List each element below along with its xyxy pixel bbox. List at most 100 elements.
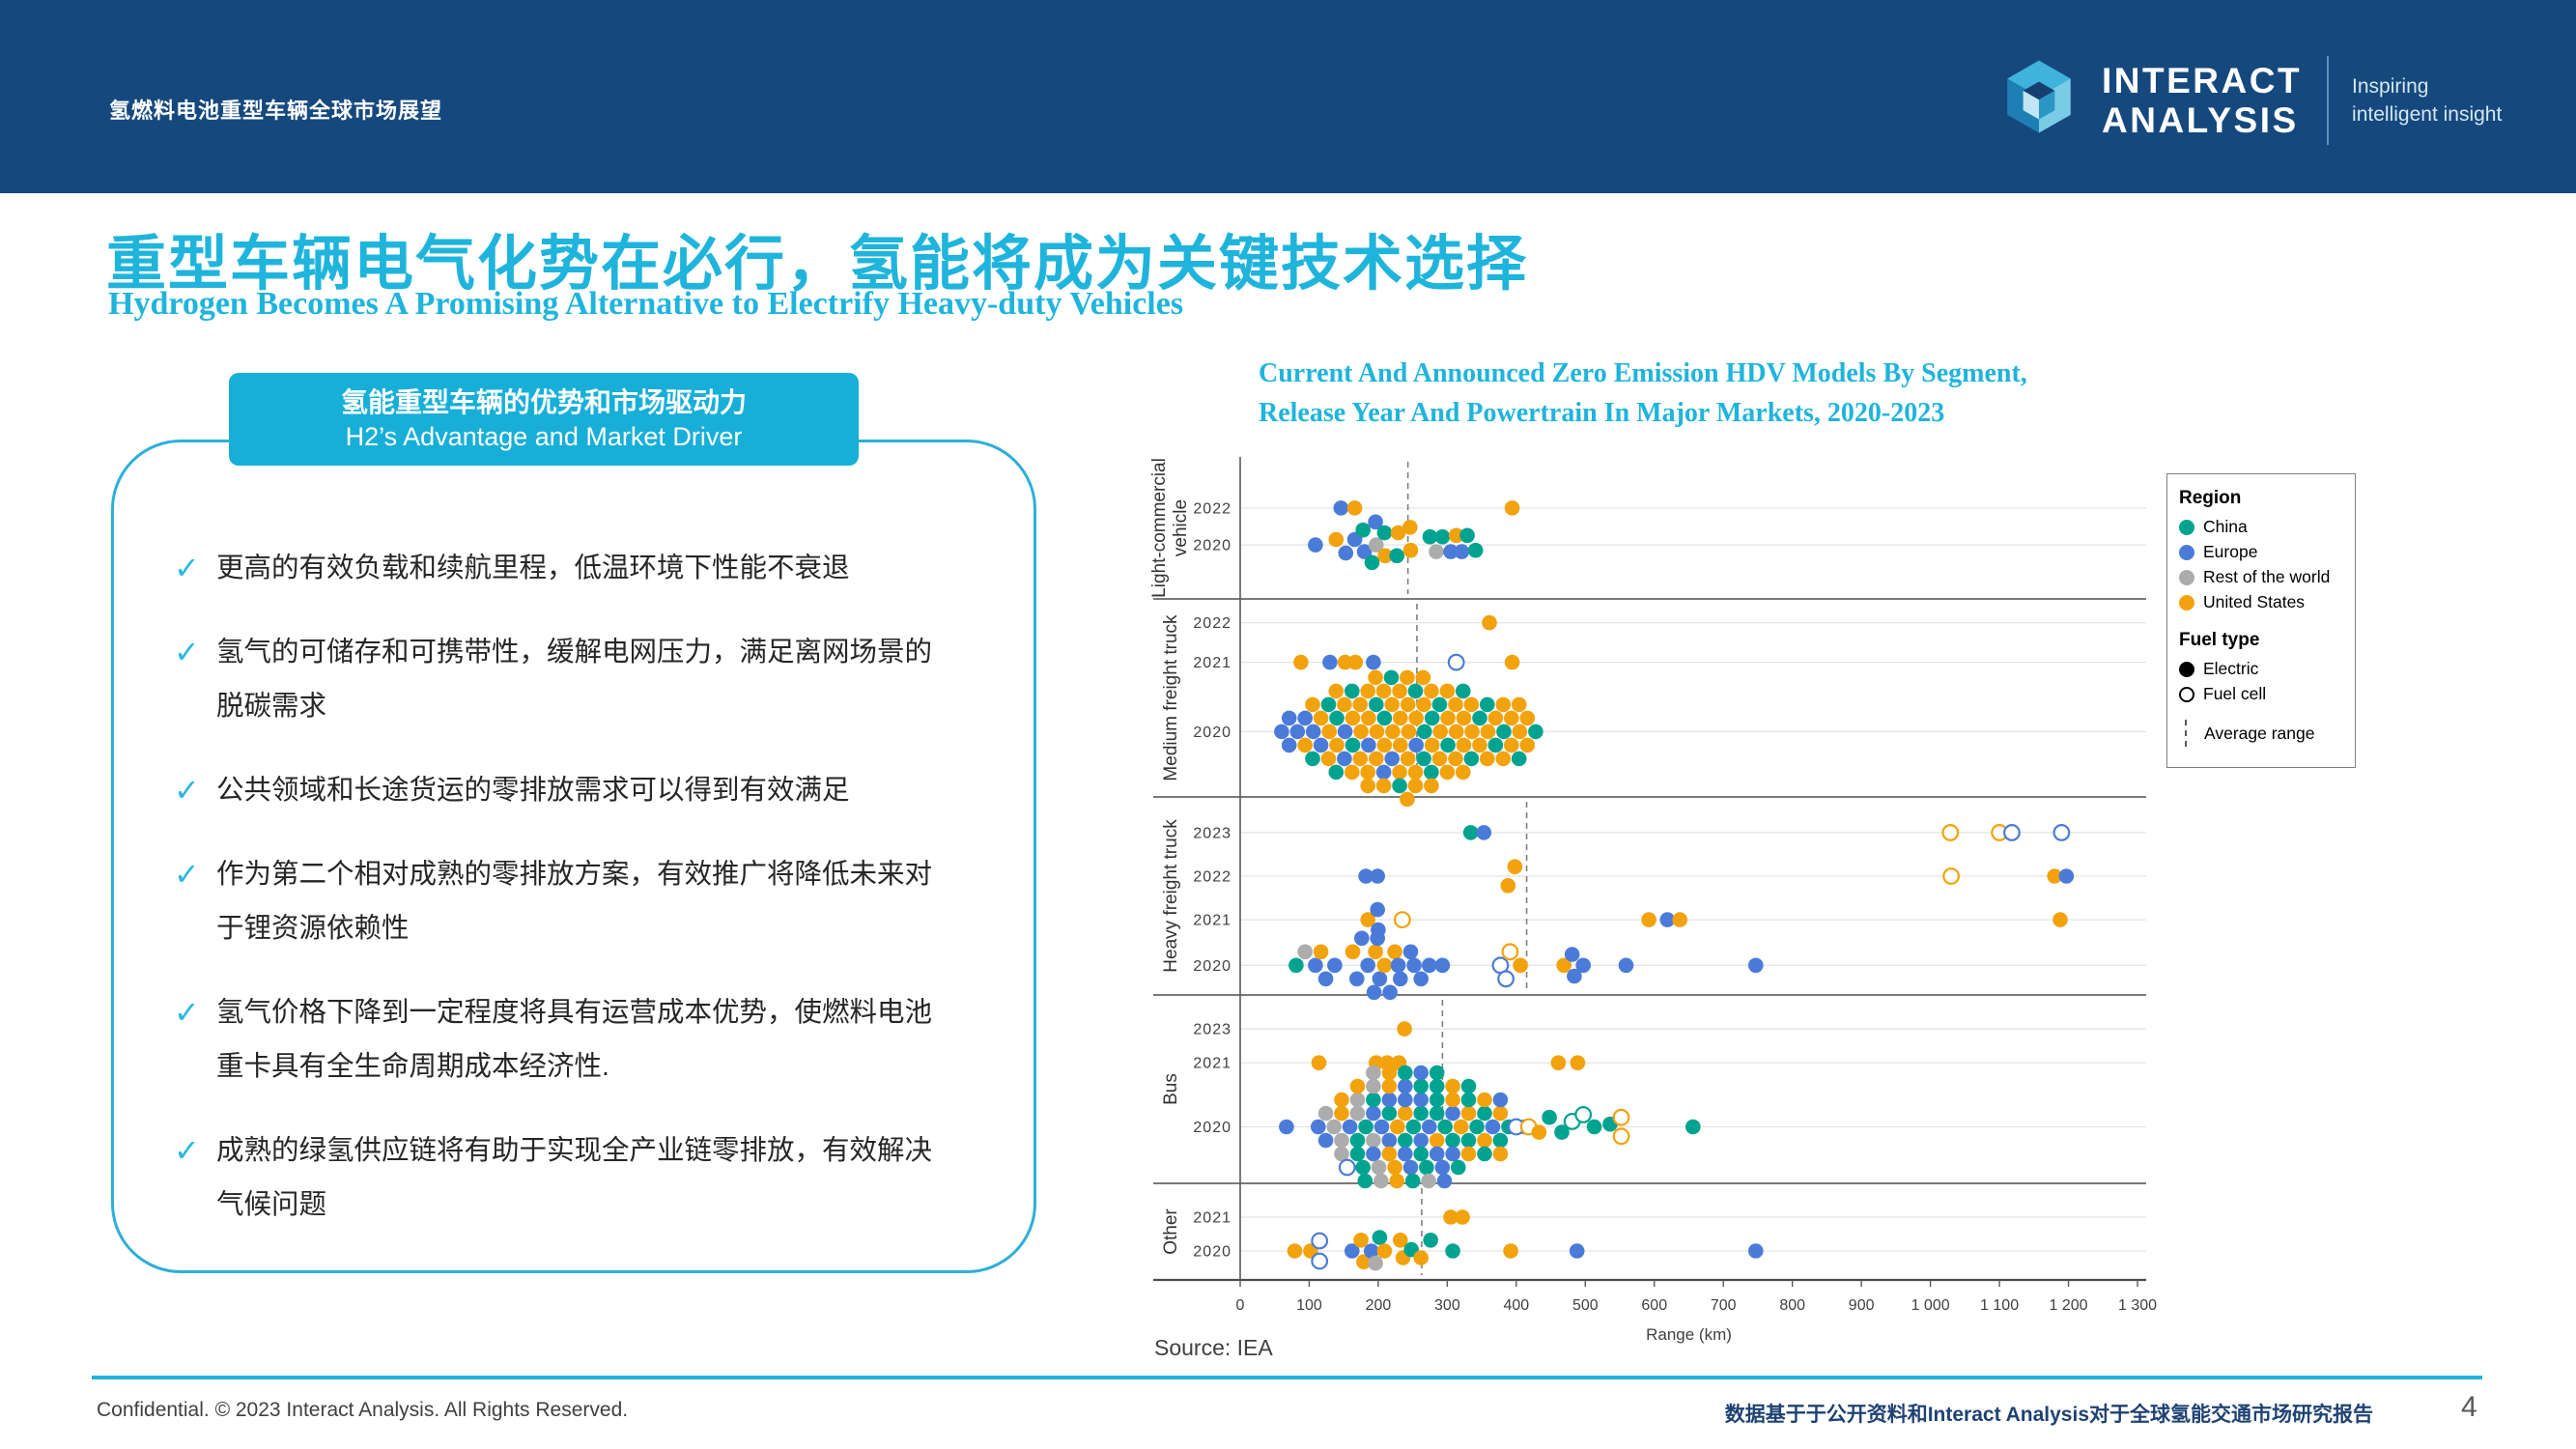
data-point-eu-electric bbox=[1569, 1243, 1585, 1259]
data-point-rw-electric bbox=[1334, 1132, 1349, 1149]
advantage-heading-zh: 氢能重型车辆的优势和市场驱动力 bbox=[340, 387, 747, 417]
chart-legend: Region China Europe Rest of the world United… bbox=[2166, 473, 2356, 768]
advantage-bullet: ✓ 氢气价格下降到一定程度将具有运营成本优势，使燃料电池重卡具有全生命周期成本经济… bbox=[174, 985, 958, 1094]
data-point-cn-electric bbox=[1456, 683, 1471, 699]
data-point-us-electric bbox=[1402, 520, 1418, 535]
data-point-eu-electric bbox=[1436, 1173, 1453, 1189]
row-year-label: 2020 bbox=[1193, 724, 1231, 741]
data-point-us-electric bbox=[1453, 1119, 1469, 1135]
data-point-us-electric bbox=[1287, 1243, 1303, 1259]
data-point-cn-electric bbox=[1440, 737, 1456, 753]
data-point-eu-electric bbox=[1364, 1243, 1379, 1259]
footer-source-note: 数据基于于公开资料和Interact Analysis对于全球氢能交通市场研究报… bbox=[1724, 1404, 2373, 1426]
data-point-eu-electric bbox=[1413, 1132, 1429, 1149]
data-point-us-electric bbox=[1464, 724, 1480, 740]
data-point-eu-electric bbox=[1381, 1092, 1398, 1108]
data-point-cn-electric bbox=[1445, 1132, 1460, 1149]
data-point-us-electric bbox=[1384, 696, 1400, 713]
check-icon: ✓ bbox=[174, 551, 200, 585]
footer-divider bbox=[92, 1376, 2482, 1379]
data-point-rw-electric bbox=[1421, 1173, 1436, 1189]
data-point-cn-electric bbox=[1376, 710, 1393, 726]
row-year-label: 2020 bbox=[1193, 958, 1231, 975]
data-point-eu-electric bbox=[1337, 751, 1352, 767]
row-year-label: 2021 bbox=[1193, 913, 1231, 929]
data-point-eu-electric bbox=[1413, 971, 1429, 987]
legend-label: Electric bbox=[2203, 659, 2259, 678]
data-point-cn-electric bbox=[1477, 1146, 1492, 1162]
logo-tagline: Inspiring intelligent insight bbox=[2352, 75, 2503, 126]
data-point-us-electric bbox=[1445, 1078, 1460, 1094]
row-year-label: 2022 bbox=[1193, 869, 1231, 886]
data-point-cn-electric bbox=[1422, 528, 1438, 545]
data-point-us-electric bbox=[1400, 791, 1415, 808]
legend-fuel-title: Fuel type bbox=[2179, 630, 2260, 650]
data-point-us-electric bbox=[1480, 751, 1495, 767]
interact-analysis-logo: INTERACT ANALYSIS Inspiring intelligent … bbox=[2001, 56, 2502, 145]
data-point-us-electric bbox=[1507, 859, 1523, 874]
data-point-us-electric bbox=[1390, 1119, 1405, 1135]
advantage-bullet: ✓ 成熟的绿氢供应链将有助于实现全产业链零排放，有效解决气候问题 bbox=[174, 1123, 958, 1232]
data-point-us-electric bbox=[1352, 696, 1369, 713]
data-point-us-electric bbox=[1460, 1105, 1477, 1122]
data-point-us-electric bbox=[1402, 542, 1419, 558]
data-point-cn-electric bbox=[1288, 957, 1304, 974]
data-point-eu-electric bbox=[1445, 1105, 1460, 1122]
data-point-cn-electric bbox=[1349, 1146, 1366, 1162]
data-point-eu-electric bbox=[1413, 1092, 1429, 1108]
data-point-us-fuel-cell bbox=[1942, 867, 1960, 885]
data-point-us-electric bbox=[1511, 696, 1527, 713]
data-point-eu-electric bbox=[1429, 1146, 1445, 1162]
data-point-us-electric bbox=[1456, 764, 1471, 781]
x-axis-title: Range (km) bbox=[1646, 1325, 1732, 1344]
data-point-eu-electric bbox=[1333, 500, 1349, 516]
data-point-us-electric bbox=[1381, 1146, 1398, 1162]
x-tick-label: 1 300 bbox=[2118, 1297, 2157, 1314]
x-tick-label: 1 200 bbox=[2050, 1297, 2088, 1314]
data-point-eu-electric bbox=[1342, 1119, 1358, 1135]
data-point-us-electric bbox=[1360, 912, 1375, 927]
data-point-eu-electric bbox=[1485, 1119, 1501, 1135]
data-point-us-electric bbox=[1448, 696, 1463, 713]
data-point-us-electric bbox=[1455, 1209, 1470, 1225]
data-point-eu-electric bbox=[1317, 971, 1334, 987]
data-point-us-fuel-cell bbox=[1612, 1127, 1630, 1146]
data-point-us-electric bbox=[1389, 1173, 1404, 1189]
data-point-eu-electric bbox=[1373, 1119, 1390, 1135]
data-point-cn-electric bbox=[1349, 1132, 1366, 1149]
data-point-cn-electric bbox=[1392, 778, 1407, 794]
data-point-rw-electric bbox=[1334, 1146, 1349, 1162]
data-point-rw-electric bbox=[1317, 1105, 1334, 1122]
x-tick-label: 200 bbox=[1366, 1297, 1392, 1314]
data-point-us-electric bbox=[1334, 1092, 1349, 1108]
legend-fuel-electric: Electric bbox=[2179, 659, 2345, 679]
data-point-us-electric bbox=[1311, 1055, 1327, 1070]
x-tick-label: 600 bbox=[1641, 1297, 1667, 1314]
data-point-rw-electric bbox=[1366, 1132, 1381, 1149]
data-point-eu-electric bbox=[1384, 751, 1400, 767]
data-point-cn-electric bbox=[1413, 1078, 1429, 1094]
logo-word-2: ANALYSIS bbox=[2102, 100, 2299, 140]
data-point-cn-electric bbox=[1416, 751, 1431, 767]
data-point-eu-electric bbox=[1345, 1243, 1360, 1259]
data-point-cn-fuel-cell bbox=[1574, 1106, 1593, 1123]
data-point-eu-electric bbox=[1406, 957, 1422, 974]
segment-label: Light-commercialvehicle bbox=[1151, 458, 1191, 598]
legend-label: Fuel cell bbox=[2203, 684, 2267, 703]
data-point-cn-electric bbox=[1398, 1132, 1413, 1149]
legend-label: Rest of the world bbox=[2203, 567, 2331, 586]
data-point-us-electric bbox=[1495, 751, 1512, 767]
advantage-bullet: ✓ 氢气的可储存和可携带性，缓解电网压力，满足离网场景的脱碳需求 bbox=[174, 625, 958, 733]
row-year-label: 2022 bbox=[1193, 500, 1231, 517]
data-point-cn-electric bbox=[1528, 724, 1543, 740]
data-point-us-electric bbox=[2052, 912, 2068, 927]
segment-label: Heavy freight truck bbox=[1161, 819, 1181, 973]
data-point-us-electric bbox=[1500, 878, 1516, 894]
data-point-us-electric bbox=[1487, 710, 1504, 726]
advantage-card bbox=[111, 440, 1036, 1273]
x-tick-label: 1 100 bbox=[1980, 1297, 2019, 1314]
data-point-us-electric bbox=[1495, 696, 1512, 713]
data-point-rw-electric bbox=[1429, 544, 1444, 559]
data-point-us-electric bbox=[1375, 683, 1392, 699]
x-tick-label: 100 bbox=[1296, 1297, 1322, 1314]
